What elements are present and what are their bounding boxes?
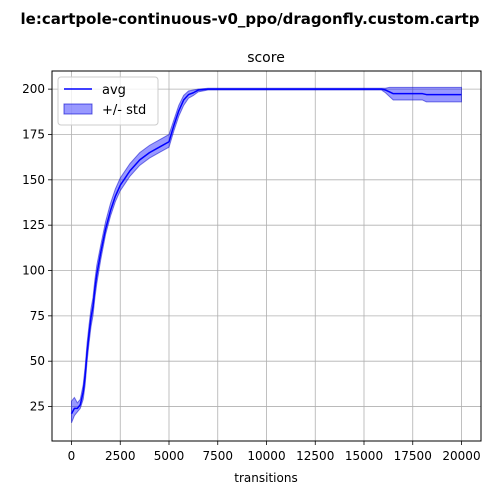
x-tick-label: 2500 — [105, 449, 136, 463]
x-tick-label: 0 — [68, 449, 76, 463]
x-axis-label: transitions — [234, 471, 297, 485]
legend-std-swatch — [63, 103, 93, 115]
grid — [52, 71, 481, 441]
chart-title: score — [247, 50, 285, 66]
y-tick-label: 125 — [22, 218, 45, 232]
x-tick-label: 20000 — [442, 449, 480, 463]
figure-title: le:cartpole-continuous-v0_ppo/dragonfly.… — [21, 10, 480, 28]
y-tick-label: 200 — [22, 82, 45, 96]
ticks: 0 2500 5000 7500 10000 12500 15000 17500 20000 25… — [22, 82, 481, 463]
y-tick-label: 25 — [30, 400, 45, 414]
plot-area — [70, 86, 462, 424]
y-tick-label: 75 — [30, 309, 45, 323]
x-tick-label: 5000 — [154, 449, 185, 463]
avg-line — [70, 88, 462, 415]
y-tick-label: 50 — [30, 354, 45, 368]
x-tick-label: 17500 — [394, 449, 432, 463]
y-tick-label: 100 — [22, 264, 45, 278]
x-tick-label: 12500 — [296, 449, 334, 463]
x-tick-label: 7500 — [202, 449, 233, 463]
y-tick-label: 150 — [22, 173, 45, 187]
legend: avg +/- std — [57, 76, 159, 126]
std-band — [71, 86, 462, 424]
legend-std-label: +/- std — [102, 103, 146, 118]
x-tick-label: 10000 — [247, 449, 285, 463]
y-tick-label: 175 — [22, 127, 45, 141]
x-tick-label: 15000 — [345, 449, 383, 463]
legend-avg-label: avg — [102, 83, 126, 98]
